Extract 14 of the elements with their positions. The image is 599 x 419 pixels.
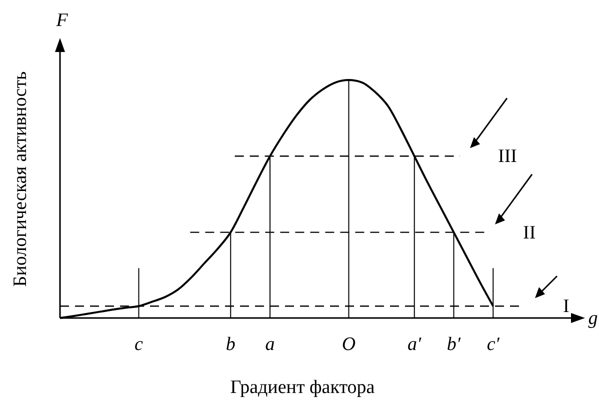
ref-line-label: III [498, 146, 517, 168]
y-axis-title: Биологическая активность [10, 70, 31, 287]
x-tick-label: c′ [486, 334, 500, 355]
ref-line-label: I [563, 296, 570, 318]
x-tick-label: a [265, 334, 275, 355]
x-tick-label: c [134, 334, 144, 355]
x-tick-label: O [342, 334, 356, 355]
text: g [588, 308, 598, 329]
text: F [55, 10, 68, 31]
x-tick-label: b [226, 334, 236, 355]
ref-line-label: II [523, 222, 536, 244]
x-axis-title: Градиент фактора [230, 377, 376, 398]
x-tick-label: b′ [446, 334, 462, 355]
x-tick-label: a′ [408, 334, 422, 355]
